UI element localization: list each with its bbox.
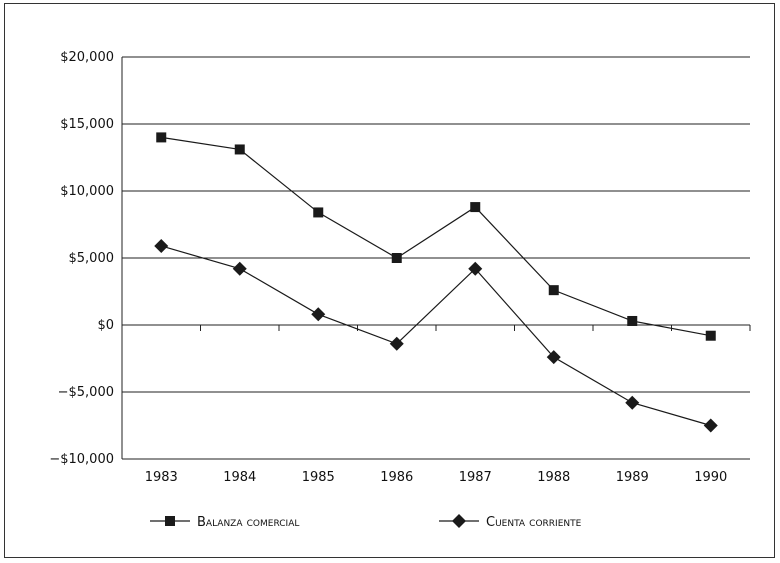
chart-frame bbox=[4, 3, 775, 558]
y-axis: $20,000 $15,000 $10,000 $5,000 $0 −$5,000 −$10… bbox=[49, 50, 123, 467]
data-point bbox=[548, 285, 559, 296]
legend-label: Cuenta corriente bbox=[486, 515, 582, 530]
series-group bbox=[154, 132, 718, 433]
y-tick-label: −$10,000 bbox=[49, 452, 114, 467]
y-tick-label: $10,000 bbox=[60, 184, 114, 199]
series-cuenta-corriente bbox=[154, 238, 718, 433]
data-point bbox=[703, 418, 718, 433]
data-point bbox=[625, 395, 640, 410]
x-tick-label: 1987 bbox=[459, 470, 492, 485]
data-point bbox=[156, 132, 167, 143]
series-balanza-comercial bbox=[156, 132, 716, 341]
data-point bbox=[234, 144, 245, 155]
x-tick-label: 1990 bbox=[694, 470, 727, 485]
y-tick-label: $5,000 bbox=[69, 251, 115, 266]
y-tick-label: $0 bbox=[97, 318, 114, 333]
x-tick-label: 1985 bbox=[302, 470, 335, 485]
x-axis: 1983 1984 1985 1986 1987 1988 1989 1990 bbox=[121, 325, 751, 485]
y-tick-label: $20,000 bbox=[60, 50, 114, 65]
legend-item: Balanza comercial bbox=[150, 515, 299, 530]
data-point bbox=[546, 350, 561, 365]
series-line bbox=[161, 245, 711, 427]
data-point bbox=[313, 207, 324, 218]
legend: Balanza comercial Cuenta corriente bbox=[150, 514, 582, 530]
legend-marker bbox=[452, 514, 466, 528]
data-point bbox=[154, 238, 169, 253]
data-point bbox=[470, 202, 481, 213]
y-tick-label: −$5,000 bbox=[58, 385, 114, 400]
x-tick-label: 1983 bbox=[145, 470, 178, 485]
gridlines bbox=[122, 56, 750, 460]
legend-label: Balanza comercial bbox=[197, 515, 299, 530]
legend-marker bbox=[165, 516, 175, 526]
x-tick-label: 1989 bbox=[616, 470, 649, 485]
data-point bbox=[391, 253, 402, 263]
data-point bbox=[389, 336, 404, 351]
x-tick-label: 1988 bbox=[537, 470, 570, 485]
legend-item: Cuenta corriente bbox=[439, 514, 582, 530]
y-tick-label: $15,000 bbox=[60, 117, 114, 132]
series-line bbox=[161, 136, 711, 337]
data-point bbox=[705, 330, 716, 341]
data-point bbox=[232, 261, 247, 276]
data-point bbox=[468, 261, 483, 276]
x-tick-label: 1986 bbox=[380, 470, 413, 485]
data-point bbox=[627, 315, 638, 326]
data-point bbox=[311, 307, 326, 322]
x-tick-label: 1984 bbox=[223, 470, 256, 485]
